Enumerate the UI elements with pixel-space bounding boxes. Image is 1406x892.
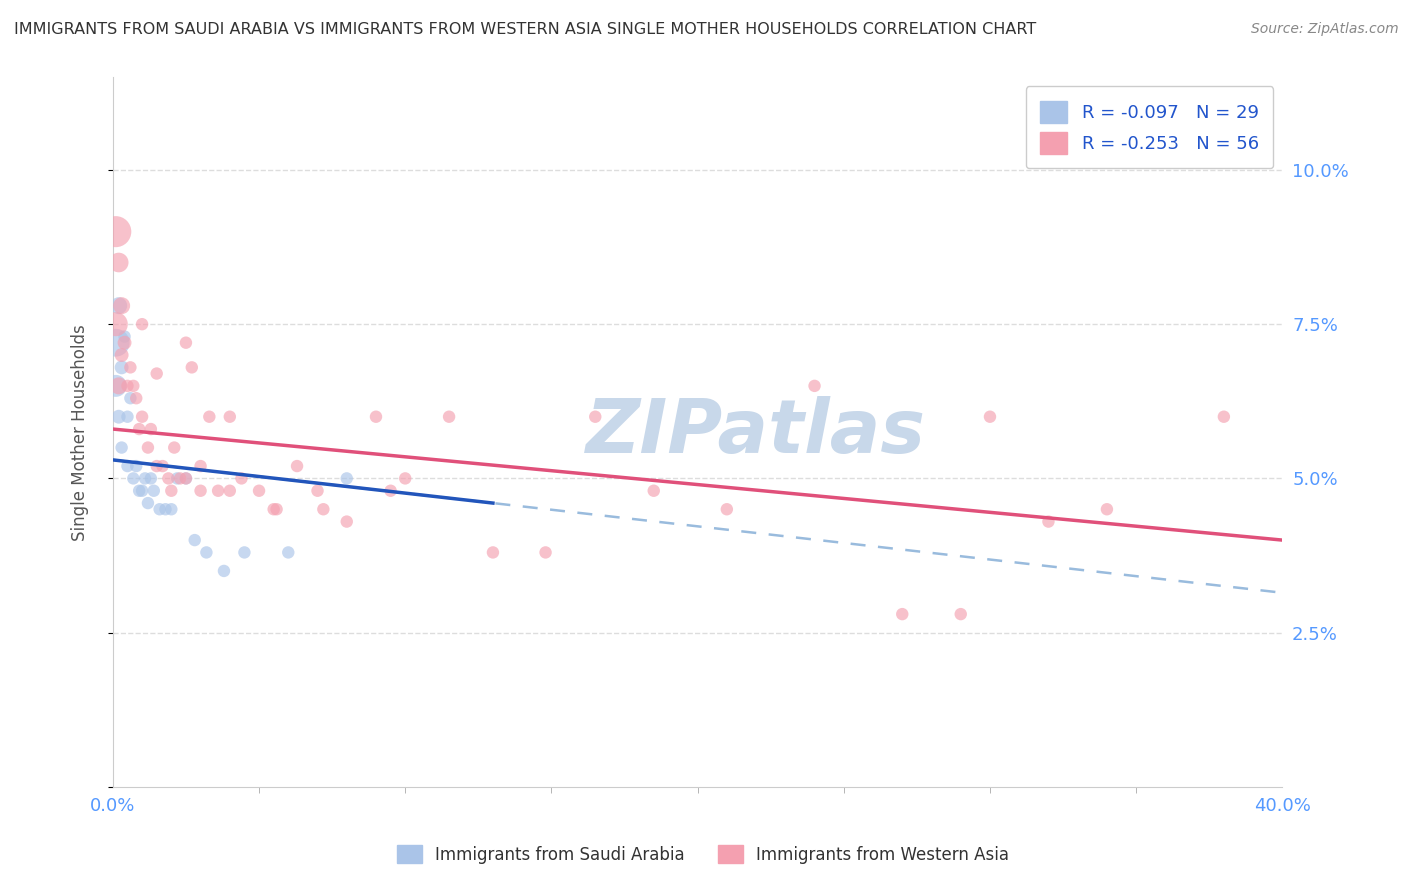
Point bbox=[174, 471, 197, 485]
Point bbox=[120, 360, 142, 375]
Point bbox=[107, 379, 129, 393]
Point bbox=[104, 225, 127, 239]
Point bbox=[803, 379, 825, 393]
Point bbox=[174, 471, 197, 485]
Point bbox=[1212, 409, 1234, 424]
Text: ZIPatlas: ZIPatlas bbox=[586, 396, 927, 468]
Point bbox=[134, 471, 156, 485]
Point bbox=[111, 360, 134, 375]
Point bbox=[263, 502, 285, 516]
Point bbox=[131, 409, 153, 424]
Point bbox=[136, 441, 159, 455]
Point bbox=[190, 458, 212, 473]
Point bbox=[117, 409, 139, 424]
Point bbox=[534, 545, 557, 559]
Point bbox=[111, 441, 134, 455]
Point bbox=[949, 607, 972, 621]
Point bbox=[128, 483, 150, 498]
Point bbox=[979, 409, 1001, 424]
Point bbox=[336, 471, 359, 485]
Point bbox=[364, 409, 387, 424]
Point bbox=[218, 483, 240, 498]
Point bbox=[142, 483, 165, 498]
Point bbox=[380, 483, 402, 498]
Point bbox=[145, 458, 167, 473]
Point bbox=[247, 483, 270, 498]
Point bbox=[122, 379, 145, 393]
Point bbox=[152, 458, 174, 473]
Point bbox=[120, 391, 142, 405]
Point bbox=[183, 533, 205, 547]
Point bbox=[1038, 515, 1060, 529]
Point bbox=[163, 441, 186, 455]
Point bbox=[145, 367, 167, 381]
Point bbox=[643, 483, 665, 498]
Point bbox=[583, 409, 606, 424]
Point bbox=[394, 471, 416, 485]
Point bbox=[266, 502, 288, 516]
Point bbox=[155, 502, 177, 516]
Point bbox=[125, 391, 148, 405]
Point bbox=[1095, 502, 1118, 516]
Point bbox=[117, 379, 139, 393]
Point bbox=[169, 471, 191, 485]
Point bbox=[231, 471, 253, 485]
Legend: R = -0.097   N = 29, R = -0.253   N = 56: R = -0.097 N = 29, R = -0.253 N = 56 bbox=[1026, 87, 1274, 169]
Point bbox=[157, 471, 180, 485]
Point bbox=[104, 379, 127, 393]
Point bbox=[131, 483, 153, 498]
Point bbox=[716, 502, 738, 516]
Point bbox=[128, 422, 150, 436]
Point bbox=[104, 317, 127, 331]
Point bbox=[111, 299, 134, 313]
Point bbox=[207, 483, 229, 498]
Point bbox=[190, 483, 212, 498]
Point bbox=[174, 335, 197, 350]
Point bbox=[312, 502, 335, 516]
Point bbox=[107, 255, 129, 269]
Point bbox=[198, 409, 221, 424]
Point bbox=[107, 299, 129, 313]
Point bbox=[307, 483, 329, 498]
Point bbox=[136, 496, 159, 510]
Point bbox=[180, 360, 202, 375]
Point bbox=[285, 458, 308, 473]
Point bbox=[437, 409, 460, 424]
Point bbox=[160, 502, 183, 516]
Point bbox=[212, 564, 235, 578]
Point bbox=[149, 502, 172, 516]
Point bbox=[104, 335, 127, 350]
Point bbox=[160, 483, 183, 498]
Point bbox=[114, 329, 136, 343]
Point bbox=[166, 471, 188, 485]
Point bbox=[218, 409, 240, 424]
Text: IMMIGRANTS FROM SAUDI ARABIA VS IMMIGRANTS FROM WESTERN ASIA SINGLE MOTHER HOUSE: IMMIGRANTS FROM SAUDI ARABIA VS IMMIGRAN… bbox=[14, 22, 1036, 37]
Point bbox=[131, 317, 153, 331]
Point bbox=[114, 335, 136, 350]
Y-axis label: Single Mother Households: Single Mother Households bbox=[72, 324, 89, 541]
Point bbox=[139, 471, 162, 485]
Point bbox=[277, 545, 299, 559]
Point bbox=[139, 422, 162, 436]
Point bbox=[117, 458, 139, 473]
Point bbox=[195, 545, 218, 559]
Legend: Immigrants from Saudi Arabia, Immigrants from Western Asia: Immigrants from Saudi Arabia, Immigrants… bbox=[389, 838, 1017, 871]
Point bbox=[336, 515, 359, 529]
Point bbox=[482, 545, 505, 559]
Point bbox=[111, 348, 134, 362]
Point bbox=[891, 607, 914, 621]
Text: Source: ZipAtlas.com: Source: ZipAtlas.com bbox=[1251, 22, 1399, 37]
Point bbox=[122, 471, 145, 485]
Point bbox=[125, 458, 148, 473]
Point bbox=[107, 409, 129, 424]
Point bbox=[233, 545, 256, 559]
